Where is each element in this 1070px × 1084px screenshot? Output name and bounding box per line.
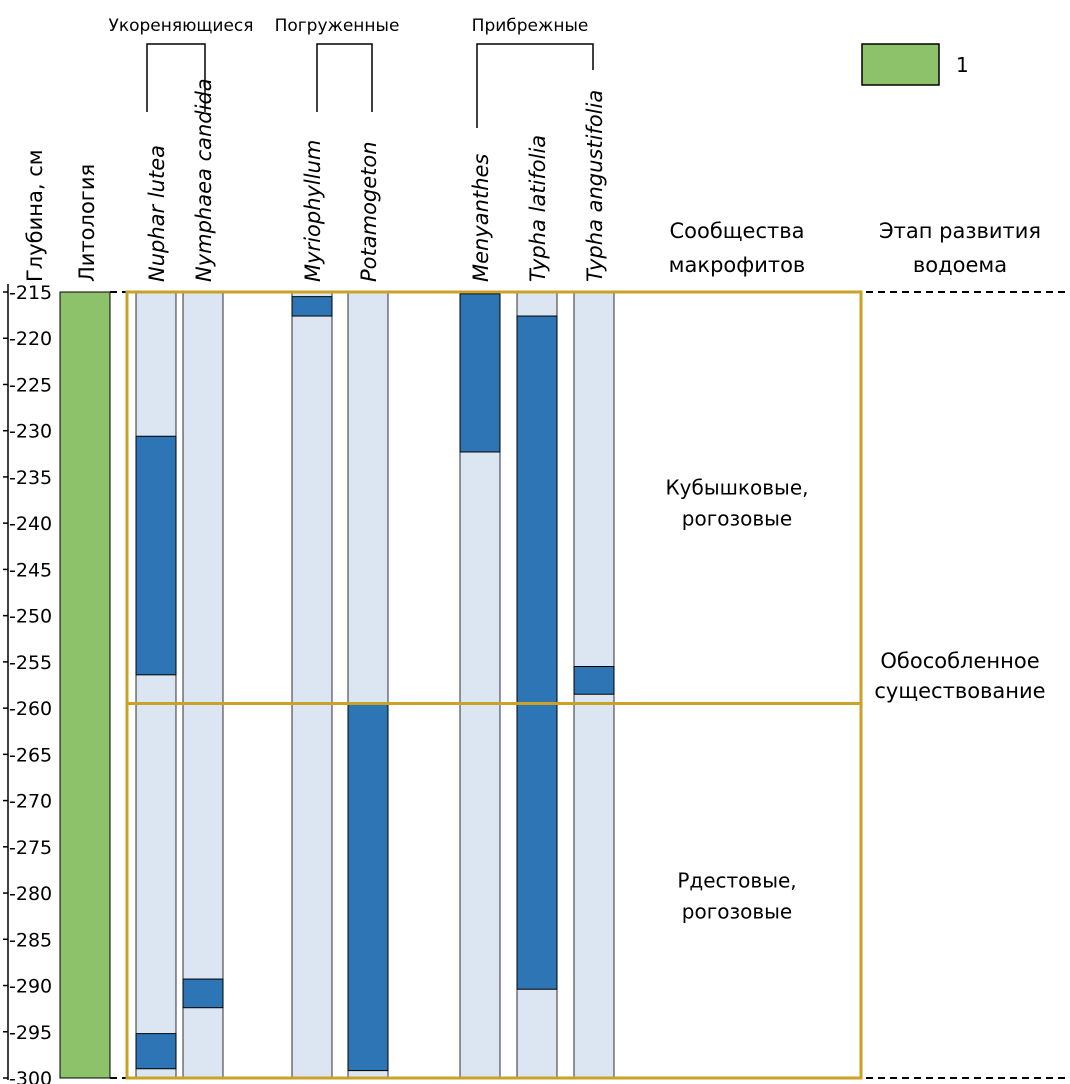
taxa-columns bbox=[135, 291, 615, 1079]
group-brackets bbox=[146, 43, 594, 128]
depth-tick-label: -215 bbox=[9, 282, 52, 304]
taxon-presence-typha_latifolia bbox=[516, 315, 558, 990]
taxon-header-nymphaea: Nymphaea candida bbox=[192, 78, 216, 282]
depth-tick-label: -265 bbox=[9, 744, 52, 766]
taxon-presence-menyanthes bbox=[459, 293, 501, 453]
taxon-column-nymphaea bbox=[182, 291, 224, 1079]
communities-header-line2: макрофитов bbox=[669, 253, 806, 277]
depth-tick-label: -230 bbox=[9, 421, 52, 443]
depth-tick-label: -250 bbox=[9, 606, 52, 628]
taxon-presence-myriophyllum bbox=[291, 296, 333, 317]
zone-community-label: рогозовые bbox=[682, 900, 792, 924]
stage-header-line2: водоема bbox=[913, 253, 1007, 277]
group-label: Прибрежные bbox=[472, 16, 589, 36]
lithology-header: Литология bbox=[75, 164, 99, 282]
communities-header-line1: Сообщества bbox=[669, 219, 804, 243]
depth-tick-label: -220 bbox=[9, 328, 52, 350]
depth-tick-label: -300 bbox=[9, 1068, 52, 1084]
depth-tick-label: -245 bbox=[9, 559, 52, 581]
depth-tick-label: -255 bbox=[9, 652, 52, 674]
taxon-presence-potamogeton bbox=[347, 702, 389, 1072]
depth-tick-label: -235 bbox=[9, 467, 52, 489]
depth-axis-label: Глубина, см bbox=[23, 149, 47, 282]
depth-tick-label: -285 bbox=[9, 929, 52, 951]
taxa-headers: Nuphar lutea Nymphaea candida Myriophyllum… bbox=[145, 78, 607, 282]
taxon-column-myriophyllum bbox=[291, 291, 333, 1079]
stage-label-line1: Обособленное bbox=[880, 649, 1039, 673]
zone-community-label: рогозовые bbox=[682, 507, 792, 531]
taxon-header-typha_angustifolia: Typha angustifolia bbox=[583, 90, 607, 282]
group-bracket-coastal bbox=[476, 43, 594, 128]
taxon-column-nuphar bbox=[135, 291, 177, 1079]
depth-tick-label: -280 bbox=[9, 883, 52, 905]
group-label: Укореняющиеся bbox=[108, 16, 253, 36]
taxon-presence-nymphaea bbox=[182, 978, 224, 1009]
legend: 1 bbox=[861, 43, 969, 86]
taxon-presence-nuphar bbox=[135, 435, 177, 676]
taxon-header-potamogeton: Potamogeton bbox=[357, 141, 381, 282]
zone-community-label: Кубышковые, bbox=[665, 476, 808, 500]
depth-axis: -215 -220 -225 -230 -235 -240 -245 -250 -255 -260… bbox=[3, 282, 52, 1084]
group-bracket-submerged bbox=[316, 43, 373, 112]
legend-swatch-lithology bbox=[861, 43, 940, 86]
taxon-header-nuphar: Nuphar lutea bbox=[145, 145, 169, 282]
depth-tick-label: -275 bbox=[9, 837, 52, 859]
taxon-header-myriophyllum: Myriophyllum bbox=[301, 140, 325, 282]
zone-community-label: Рдестовые, bbox=[677, 869, 796, 893]
stage-header-line1: Этап развития bbox=[879, 219, 1041, 243]
depth-tick-label: -270 bbox=[9, 791, 52, 813]
taxon-presence-nuphar bbox=[135, 1033, 177, 1070]
lithology-column bbox=[59, 291, 111, 1079]
taxon-header-typha_latifolia: Typha latifolia bbox=[526, 135, 550, 282]
legend-label: 1 bbox=[956, 53, 969, 77]
depth-tick-label: -295 bbox=[9, 1022, 52, 1044]
depth-tick-label: -240 bbox=[9, 513, 52, 535]
group-label: Погруженные bbox=[275, 16, 400, 36]
depth-tick-label: -290 bbox=[9, 976, 52, 998]
depth-tick-label: -260 bbox=[9, 698, 52, 720]
taxon-presence-typha_angustifolia bbox=[573, 666, 615, 695]
stage-label-line2: существование bbox=[874, 679, 1045, 703]
group-bracket-rooted bbox=[146, 43, 206, 112]
depth-tick-label: -225 bbox=[9, 374, 52, 396]
taxon-header-menyanthes: Menyanthes bbox=[469, 154, 493, 282]
zones-frame bbox=[125, 290, 863, 1080]
